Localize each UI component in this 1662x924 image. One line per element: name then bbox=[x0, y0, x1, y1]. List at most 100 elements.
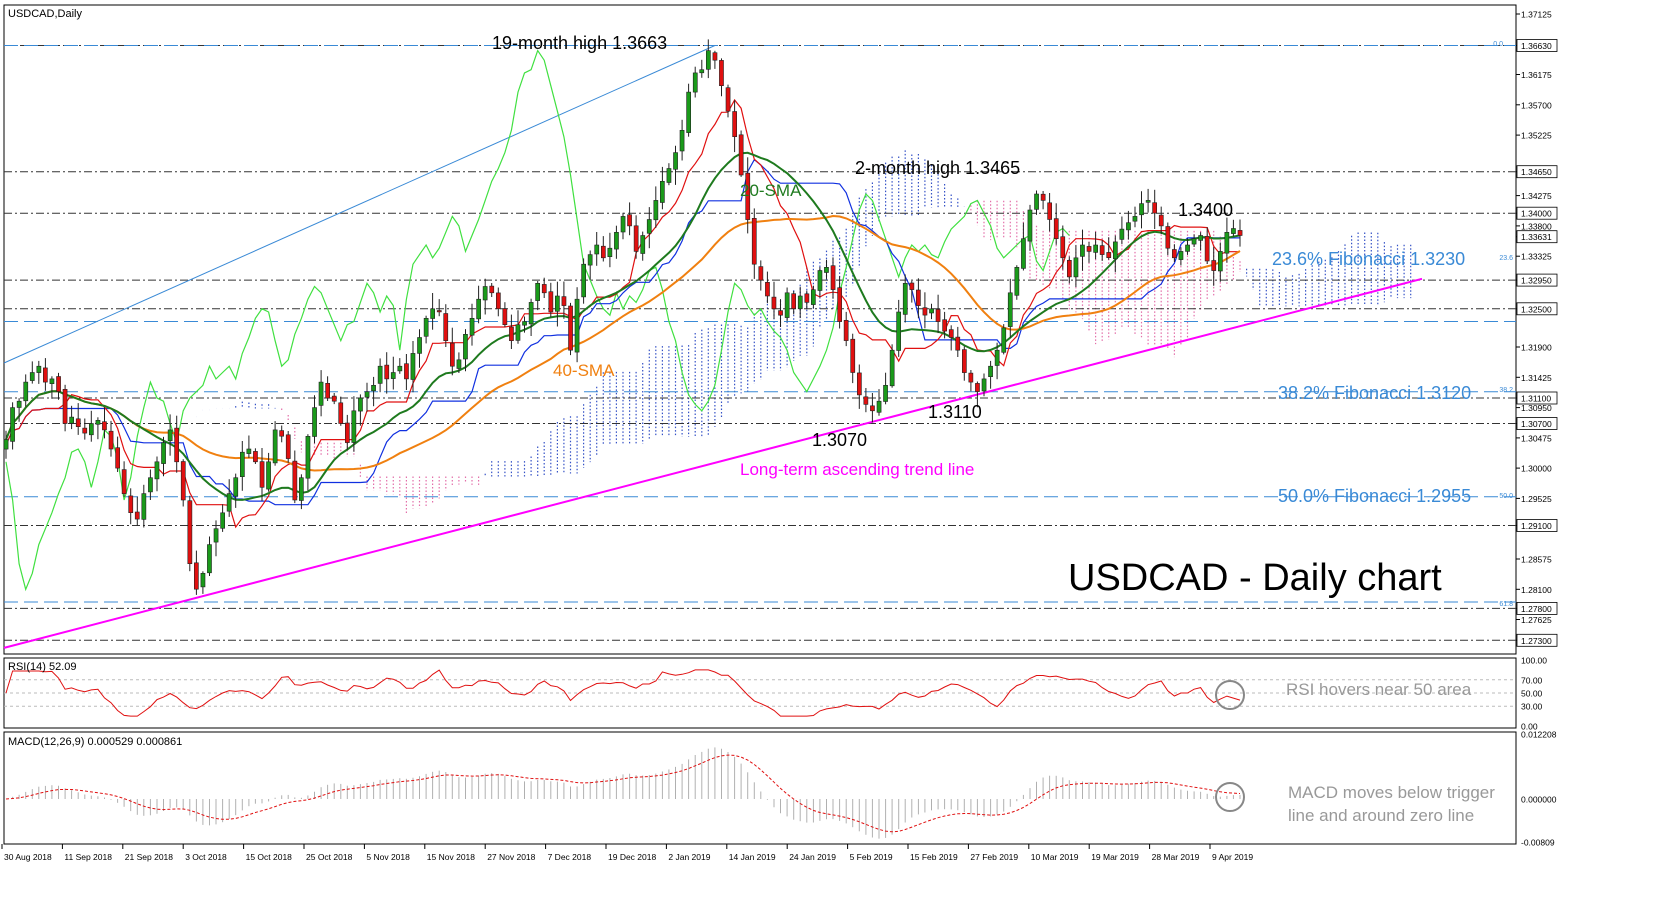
candle-body bbox=[397, 365, 403, 372]
annotation-19-month-high: 19-month high 1.3663 bbox=[492, 33, 667, 53]
macd-y-tick-label: -0.00809 bbox=[1521, 838, 1555, 848]
y-tick-label: 1.27625 bbox=[1521, 615, 1552, 625]
candle-body bbox=[541, 284, 547, 294]
candle-body bbox=[810, 289, 816, 305]
candle-body bbox=[56, 376, 61, 392]
tenkan-sen-line bbox=[5, 98, 1240, 529]
fib-ratio-50-0: 50.0 bbox=[1499, 493, 1513, 500]
candle-body bbox=[883, 384, 888, 402]
candle-body bbox=[587, 254, 593, 266]
price-panel-header: USDCAD,Daily bbox=[8, 8, 82, 20]
x-tick-label: 27 Feb 2019 bbox=[970, 852, 1018, 862]
candle-body bbox=[666, 168, 672, 183]
candle-body bbox=[121, 469, 127, 495]
candle-body bbox=[1060, 236, 1066, 259]
candle-body bbox=[29, 372, 35, 381]
candle-body bbox=[200, 572, 206, 588]
candle-body bbox=[620, 216, 626, 233]
rsi-y-tick-label: 0.00 bbox=[1521, 722, 1538, 732]
x-tick-label: 15 Oct 2018 bbox=[246, 852, 293, 862]
candle-body bbox=[16, 400, 22, 408]
candle-body bbox=[115, 447, 120, 469]
annotation-low-1-3070: 1.3070 bbox=[812, 430, 867, 450]
candle-body bbox=[961, 349, 967, 373]
candle-body bbox=[679, 130, 685, 152]
candle-body bbox=[226, 493, 232, 512]
candle-body bbox=[338, 402, 344, 424]
fib-ratio-23-6: 23.6 bbox=[1499, 255, 1513, 262]
candle-body bbox=[417, 337, 422, 354]
candle-body bbox=[509, 326, 514, 341]
y-tick-box bbox=[1516, 39, 1558, 52]
annotation-low-1-3110: 1.3110 bbox=[928, 402, 982, 422]
candle-body bbox=[384, 364, 390, 380]
candle-body bbox=[371, 384, 376, 392]
candle-body bbox=[522, 321, 527, 326]
candle-body bbox=[1080, 244, 1085, 257]
y-tick-label: 1.36630 bbox=[1521, 41, 1552, 51]
candle-body bbox=[843, 319, 849, 341]
candle-body bbox=[1086, 246, 1092, 252]
candle-body bbox=[627, 214, 632, 227]
candle-body bbox=[778, 310, 783, 316]
y-tick-label: 1.34275 bbox=[1521, 191, 1552, 201]
candle-body bbox=[128, 495, 134, 513]
candle-body bbox=[1040, 193, 1046, 201]
candle-body bbox=[272, 429, 278, 464]
candle-body bbox=[568, 305, 573, 351]
candle-body bbox=[1152, 202, 1157, 214]
candle-body bbox=[449, 342, 455, 367]
macd-panel-header: MACD(12,26,9) 0.000529 0.000861 bbox=[8, 736, 182, 748]
macd-y-tick-label: 0.012208 bbox=[1521, 730, 1557, 740]
candle-body bbox=[902, 282, 908, 315]
label-20-sma: 20-SMA bbox=[740, 181, 802, 200]
candle-body bbox=[929, 308, 934, 314]
y-tick-label: 1.31900 bbox=[1521, 343, 1552, 353]
candle-body bbox=[758, 266, 764, 281]
y-tick-label: 1.31100 bbox=[1521, 394, 1551, 404]
candle-body bbox=[804, 293, 810, 303]
candle-body bbox=[548, 291, 554, 313]
candle-body bbox=[1034, 193, 1039, 210]
candle-body bbox=[1204, 236, 1210, 262]
candle-body bbox=[482, 286, 488, 301]
candle-body bbox=[404, 363, 409, 380]
y-tick-box bbox=[1516, 165, 1558, 179]
candle-body bbox=[390, 372, 396, 379]
candle-body bbox=[824, 266, 829, 273]
y-tick-label: 1.33631 bbox=[1521, 232, 1552, 242]
candle-body bbox=[889, 349, 895, 387]
candle-body bbox=[167, 429, 173, 442]
macd-series: 0.012208 0.000000 -0.00809 bbox=[5, 730, 1557, 848]
candle-body bbox=[692, 72, 698, 93]
candle-body bbox=[364, 391, 370, 398]
candle-body bbox=[955, 336, 961, 351]
candle-body bbox=[725, 87, 731, 112]
candle-body bbox=[705, 50, 711, 70]
macd-signal-line bbox=[5, 754, 1241, 833]
y-tick-box bbox=[1516, 633, 1558, 647]
candle-body bbox=[10, 407, 15, 442]
candle-body bbox=[187, 500, 193, 565]
y-tick-label: 1.30700 bbox=[1521, 419, 1552, 429]
candle-body bbox=[469, 317, 475, 336]
candle-body bbox=[344, 422, 350, 443]
candle-body bbox=[751, 218, 757, 265]
candle-body bbox=[784, 292, 790, 318]
x-tick-label: 3 Oct 2018 bbox=[185, 852, 227, 862]
candle-body bbox=[1093, 244, 1098, 253]
candle-body bbox=[686, 91, 691, 133]
candle-body bbox=[600, 245, 606, 259]
candle-body bbox=[614, 232, 619, 250]
y-tick-label: 1.28575 bbox=[1521, 555, 1552, 565]
candle-body bbox=[765, 281, 770, 297]
candle-body bbox=[1145, 200, 1151, 203]
candle-body bbox=[49, 378, 55, 384]
candle-body bbox=[75, 418, 81, 427]
y-tick-box bbox=[1516, 391, 1558, 405]
candle-body bbox=[830, 265, 836, 290]
candle-body bbox=[489, 285, 495, 294]
candle-body bbox=[1119, 228, 1125, 240]
rsi-y-tick-label: 70.00 bbox=[1521, 675, 1543, 685]
y-tick-label: 1.36175 bbox=[1521, 70, 1552, 80]
